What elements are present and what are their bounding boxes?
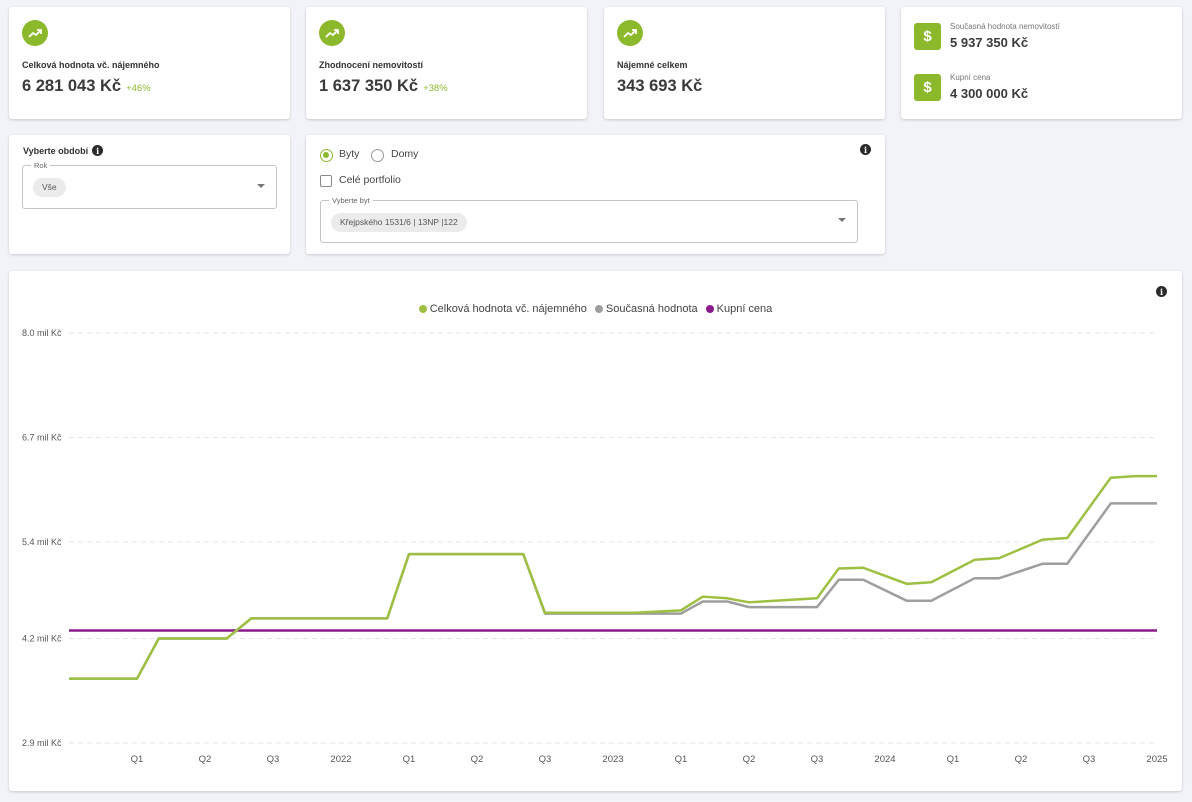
x-tick-label: 2022: [330, 754, 351, 765]
legend-dot: [418, 305, 427, 313]
info-icon[interactable]: i: [860, 144, 871, 155]
x-tick-label: Q2: [199, 754, 212, 765]
y-tick-label: 2.9 mil Kč: [22, 738, 62, 748]
kpi-change: +38%: [423, 83, 448, 94]
legend-label: Celková hodnota vč. nájemného: [429, 303, 587, 315]
purchase-price: 4 300 000 Kč: [950, 86, 1029, 101]
info-icon[interactable]: i: [92, 145, 104, 156]
year-chip[interactable]: Vše: [33, 178, 66, 197]
x-tick-label: Q1: [131, 754, 144, 765]
legend-dot: [594, 305, 603, 313]
x-tick-label: Q3: [539, 754, 552, 765]
chevron-down-icon[interactable]: [257, 184, 265, 188]
legend-item-current[interactable]: Současná hodnota: [594, 303, 698, 315]
chevron-down-icon[interactable]: [838, 218, 846, 222]
legend-dot: [705, 305, 714, 313]
kpi-value: 343 693 Kč: [617, 77, 702, 96]
x-tick-label: 2025: [1146, 754, 1167, 765]
x-tick-label: 2023: [602, 754, 623, 765]
year-select-label: Rok: [31, 161, 51, 170]
kpi-label: Zhodnocení nemovitostí: [319, 60, 424, 70]
x-tick-label: Q2: [743, 754, 756, 765]
y-tick-label: 6.7 mil Kč: [22, 433, 62, 443]
x-tick-label: Q3: [1083, 754, 1096, 765]
dollar-icon: $: [914, 74, 941, 101]
chart-card: i Celková hodnota vč. nájemného Současná…: [9, 271, 1182, 791]
legend-item-total[interactable]: Celková hodnota vč. nájemného: [418, 303, 587, 315]
x-tick-label: Q2: [1015, 754, 1028, 765]
x-tick-label: Q1: [675, 754, 688, 765]
unit-select-label: Vyberte byt: [329, 196, 373, 205]
x-tick-label: Q3: [267, 754, 280, 765]
series-line-current: [69, 502, 1157, 680]
dollar-icon: $: [914, 23, 941, 50]
year-select[interactable]: Rok Vše: [22, 161, 277, 209]
current-value: 5 937 350 Kč: [950, 35, 1029, 50]
x-tick-label: 2024: [874, 754, 895, 765]
period-filter-title-text: Vyberte období: [23, 145, 89, 156]
whole-portfolio-label[interactable]: Celé portfolio: [339, 174, 401, 186]
kpi-card-total-value: Celková hodnota vč. nájemného 6 281 043 …: [9, 7, 290, 119]
radio-domy-label[interactable]: Domy: [391, 148, 419, 160]
whole-portfolio-checkbox[interactable]: [320, 175, 332, 187]
trending-up-icon: [22, 20, 48, 46]
chart-legend: Celková hodnota vč. nájemného Současná h…: [9, 303, 1182, 315]
trending-up-icon: [319, 20, 345, 46]
radio-byty[interactable]: [320, 149, 333, 162]
x-tick-label: Q1: [947, 754, 960, 765]
kpi-label: Nájemné celkem: [617, 60, 688, 70]
kpi-change: +46%: [126, 83, 151, 94]
series-line-total: [69, 474, 1157, 680]
kpi-card-rent-total: Nájemné celkem 343 693 Kč: [604, 7, 885, 119]
legend-item-purchase[interactable]: Kupní cena: [705, 303, 773, 315]
kpi-amount: 1 637 350 Kč: [319, 77, 419, 95]
kpi-amount: 6 281 043 Kč: [22, 77, 122, 95]
y-tick-label: 5.4 mil Kč: [22, 537, 62, 547]
summary-card: $ Současná hodnota nemovitostí 5 937 350…: [901, 7, 1182, 119]
unit-chip[interactable]: Křejpského 1531/6 | 13NP |122: [331, 213, 467, 232]
unit-select[interactable]: Vyberte byt Křejpského 1531/6 | 13NP |12…: [320, 196, 858, 243]
period-filter-card: Vyberte období i Rok Vše: [9, 135, 290, 254]
line-chart: 8.0 mil Kč 6.7 mil Kč 5.4 mil Kč 4.2 mil Kč…: [22, 328, 1168, 765]
property-filter-card: Byty Domy i Celé portfolio Vyberte byt K…: [306, 135, 885, 254]
info-icon[interactable]: i: [1156, 286, 1167, 297]
purchase-price-label: Kupní cena: [950, 73, 991, 82]
kpi-card-appreciation: Zhodnocení nemovitostí 1 637 350 Kč +38%: [306, 7, 587, 119]
x-tick-label: Q2: [471, 754, 484, 765]
radio-byty-label[interactable]: Byty: [339, 148, 360, 160]
kpi-label: Celková hodnota vč. nájemného: [22, 60, 160, 70]
period-filter-title: Vyberte období i: [23, 145, 104, 156]
kpi-value: 6 281 043 Kč +46%: [22, 77, 151, 96]
current-value-label: Současná hodnota nemovitostí: [950, 22, 1060, 31]
kpi-amount: 343 693 Kč: [617, 77, 703, 95]
x-tick-label: Q3: [811, 754, 824, 765]
legend-label: Současná hodnota: [605, 303, 698, 315]
y-tick-label: 4.2 mil Kč: [22, 633, 62, 643]
kpi-value: 1 637 350 Kč +38%: [319, 77, 448, 96]
trending-up-icon: [617, 20, 643, 46]
y-tick-label: 8.0 mil Kč: [22, 328, 62, 338]
radio-domy[interactable]: [371, 149, 384, 162]
legend-label: Kupní cena: [716, 303, 773, 315]
x-tick-label: Q1: [403, 754, 416, 765]
